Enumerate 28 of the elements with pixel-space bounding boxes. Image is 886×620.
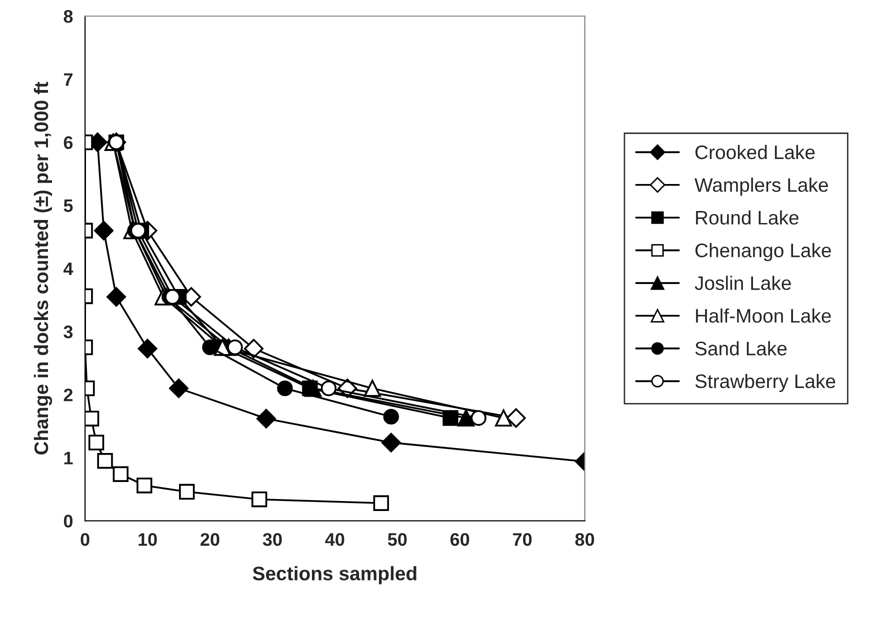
x-tick-label: 70 [513,533,532,546]
x-tick-label: 50 [388,533,407,546]
y-tick-label: 1 [64,452,73,464]
y-tick-label: 3 [64,325,73,338]
legend-label: Strawberry Lake [695,374,836,392]
y-tick-label: 5 [64,199,73,212]
legend-label: Half-Moon Lake [696,308,831,323]
x-tick-label: 40 [325,533,344,546]
legend-label: Chenango Lake [695,243,831,262]
y-tick-label: 2 [64,388,73,402]
y-axis-title: Change in docks counted (±) per 1,000 ft [34,82,52,454]
y-tick-label: 8 [64,10,73,23]
y-tick-label: 6 [64,136,73,150]
legend-label: Wamplers Lake [694,178,828,196]
legend-label: Joslin Lake [694,276,791,290]
x-tick-label: 10 [138,533,157,546]
legend-label: Crooked Lake [695,144,815,160]
y-tick-label: 0 [64,514,73,528]
x-tick-label: 20 [200,533,220,546]
x-tick-label: 30 [262,533,282,546]
x-tick-label: 0 [80,533,90,546]
legend-label: Round Lake [696,210,798,225]
y-tick-label: 7 [64,73,72,86]
x-tick-label: 60 [450,533,470,546]
x-axis-title: Sections sampled [252,566,416,584]
legend-label: Sand Lake [695,341,787,356]
y-tick-label: 4 [63,262,74,275]
x-tick-label: 80 [575,533,594,546]
